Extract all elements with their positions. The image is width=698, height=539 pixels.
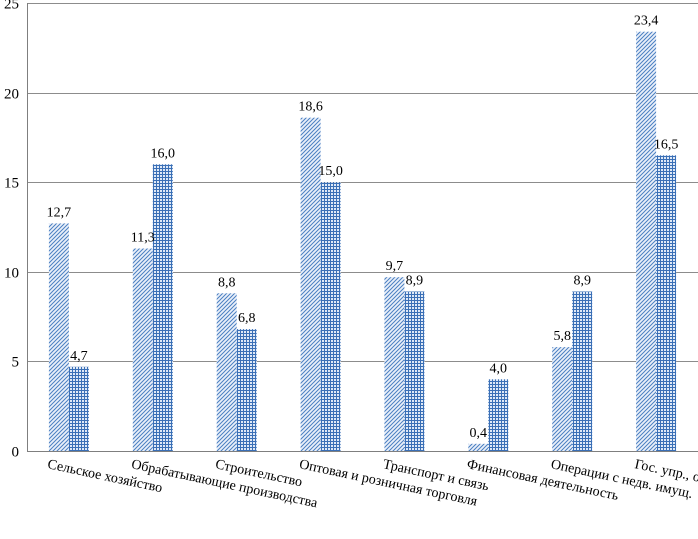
data-label: 11,3 xyxy=(131,231,155,246)
bar-series-1 xyxy=(132,248,153,451)
gridlines xyxy=(27,3,698,362)
bar-series-2 xyxy=(404,291,425,451)
bar-series-1 xyxy=(384,277,405,451)
bar-series-2 xyxy=(572,291,593,451)
data-label: 4,7 xyxy=(70,349,88,364)
y-tick-label: 5 xyxy=(12,355,20,371)
data-label: 5,8 xyxy=(553,329,571,344)
bar-series-2 xyxy=(488,379,509,451)
data-label: 6,8 xyxy=(238,311,256,326)
bar-series-2 xyxy=(320,182,341,451)
data-label: 12,7 xyxy=(47,205,72,220)
bar-series-1 xyxy=(636,31,657,451)
bar-series-1 xyxy=(300,117,321,451)
data-label: 16,5 xyxy=(654,137,679,152)
data-label: 0,4 xyxy=(470,426,488,441)
bar-series-2 xyxy=(656,155,677,452)
bar-series-1 xyxy=(48,223,69,451)
data-label: 8,9 xyxy=(406,274,424,289)
axes: 0 5 10 15 20 25 xyxy=(4,0,698,461)
bar-series-1 xyxy=(216,293,237,451)
data-label: 9,7 xyxy=(386,259,404,274)
data-labels: 12,74,711,316,08,86,818,615,09,78,90,44,… xyxy=(47,14,679,441)
bar-series-2 xyxy=(152,164,173,452)
y-tick-label: 0 xyxy=(12,445,20,461)
data-label: 18,6 xyxy=(298,100,323,115)
y-tick-label: 25 xyxy=(4,0,19,13)
data-label: 8,9 xyxy=(573,274,591,289)
bar-series-2 xyxy=(236,329,257,451)
y-tick-label: 20 xyxy=(4,87,19,103)
data-label: 23,4 xyxy=(634,14,659,29)
bars xyxy=(48,31,677,452)
data-label: 15,0 xyxy=(318,164,343,179)
bar-series-1 xyxy=(552,347,573,451)
y-tick-label: 15 xyxy=(4,176,19,192)
data-label: 8,8 xyxy=(218,275,236,290)
bar-series-2 xyxy=(68,366,89,451)
bar-series-1 xyxy=(468,443,489,451)
y-tick-label: 10 xyxy=(4,266,19,282)
data-label: 4,0 xyxy=(490,361,508,376)
data-label: 16,0 xyxy=(151,146,176,161)
